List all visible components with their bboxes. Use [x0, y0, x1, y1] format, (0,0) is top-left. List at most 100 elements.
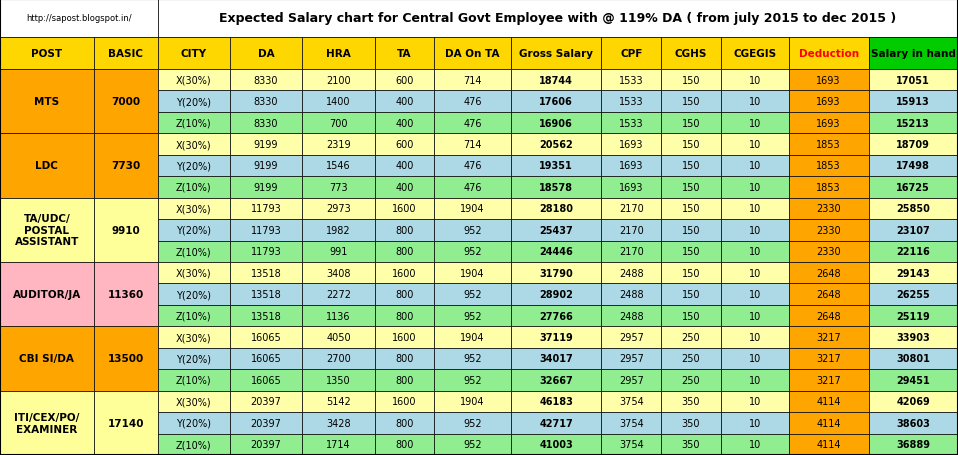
Bar	[869, 284, 958, 305]
Bar	[602, 305, 661, 327]
Text: 27766: 27766	[539, 311, 573, 321]
Bar	[375, 412, 434, 434]
Text: 2100: 2100	[326, 76, 351, 86]
Bar	[94, 198, 157, 263]
Bar	[720, 113, 788, 134]
Text: 800: 800	[396, 418, 414, 428]
Bar	[230, 241, 303, 263]
Text: 400: 400	[396, 182, 414, 192]
Text: Z(10%): Z(10%)	[176, 182, 212, 192]
Bar	[869, 91, 958, 113]
Text: 20562: 20562	[539, 140, 573, 150]
Bar	[375, 91, 434, 113]
Text: 9199: 9199	[254, 182, 279, 192]
Bar	[303, 38, 375, 70]
Text: 19351: 19351	[539, 161, 573, 171]
Bar	[788, 348, 869, 369]
Bar	[434, 113, 511, 134]
Text: 5142: 5142	[326, 396, 351, 406]
Bar	[157, 369, 230, 391]
Bar	[434, 412, 511, 434]
Bar	[788, 263, 869, 284]
Text: CGEGIS: CGEGIS	[733, 49, 776, 59]
Text: 10: 10	[748, 76, 761, 86]
Text: 34017: 34017	[539, 354, 573, 364]
Bar	[303, 198, 375, 220]
Bar	[303, 284, 375, 305]
Bar	[157, 156, 230, 177]
Text: 150: 150	[681, 118, 700, 128]
Text: 25437: 25437	[539, 225, 573, 235]
Text: 1350: 1350	[326, 375, 351, 385]
Bar	[230, 91, 303, 113]
Bar	[869, 327, 958, 348]
Bar	[720, 91, 788, 113]
Bar	[230, 177, 303, 198]
Bar	[602, 327, 661, 348]
Text: 17606: 17606	[539, 97, 573, 107]
Text: 10: 10	[748, 440, 761, 449]
Text: 150: 150	[681, 268, 700, 278]
Text: 42717: 42717	[539, 418, 573, 428]
Text: 10: 10	[748, 225, 761, 235]
Text: 15213: 15213	[897, 118, 930, 128]
Text: 1982: 1982	[326, 225, 351, 235]
Bar	[788, 134, 869, 156]
Text: 3217: 3217	[816, 375, 841, 385]
Text: 10: 10	[748, 311, 761, 321]
Bar	[375, 70, 434, 91]
Bar	[303, 241, 375, 263]
Bar	[511, 38, 602, 70]
Text: X(30%): X(30%)	[176, 204, 212, 214]
Text: 2170: 2170	[619, 247, 644, 257]
Bar	[375, 434, 434, 455]
Text: ITI/CEX/PO/
EXAMINER: ITI/CEX/PO/ EXAMINER	[14, 412, 80, 434]
Bar	[869, 70, 958, 91]
Text: 20397: 20397	[251, 440, 282, 449]
Text: 952: 952	[464, 440, 482, 449]
Text: 1904: 1904	[461, 268, 485, 278]
Text: 3754: 3754	[619, 418, 644, 428]
Text: 13500: 13500	[107, 354, 144, 364]
Text: 4114: 4114	[816, 396, 841, 406]
Text: 2330: 2330	[816, 225, 841, 235]
Bar	[375, 305, 434, 327]
Bar	[602, 263, 661, 284]
Bar	[661, 305, 720, 327]
Bar	[661, 327, 720, 348]
Bar	[720, 348, 788, 369]
Bar	[602, 241, 661, 263]
Bar	[788, 220, 869, 241]
Bar	[720, 38, 788, 70]
Bar	[94, 38, 157, 70]
Text: Z(10%): Z(10%)	[176, 118, 212, 128]
Text: 20397: 20397	[251, 396, 282, 406]
Bar	[303, 412, 375, 434]
Bar	[869, 263, 958, 284]
Bar	[157, 0, 958, 38]
Bar	[434, 70, 511, 91]
Text: 9910: 9910	[111, 225, 140, 235]
Bar	[788, 391, 869, 412]
Text: 24446: 24446	[539, 247, 573, 257]
Bar	[303, 91, 375, 113]
Bar	[0, 70, 94, 134]
Text: 800: 800	[396, 311, 414, 321]
Text: 9199: 9199	[254, 161, 279, 171]
Text: 1693: 1693	[619, 140, 644, 150]
Text: 400: 400	[396, 161, 414, 171]
Text: Z(10%): Z(10%)	[176, 311, 212, 321]
Bar	[230, 113, 303, 134]
Text: 8330: 8330	[254, 76, 279, 86]
Text: http://sapost.blogspot.in/: http://sapost.blogspot.in/	[26, 15, 131, 24]
Bar	[720, 284, 788, 305]
Bar	[788, 327, 869, 348]
Bar	[0, 134, 94, 198]
Text: 2319: 2319	[326, 140, 351, 150]
Text: MTS: MTS	[34, 97, 59, 107]
Text: 800: 800	[396, 375, 414, 385]
Text: 4114: 4114	[816, 418, 841, 428]
Text: 28902: 28902	[539, 289, 573, 299]
Text: 38603: 38603	[897, 418, 930, 428]
Bar	[869, 305, 958, 327]
